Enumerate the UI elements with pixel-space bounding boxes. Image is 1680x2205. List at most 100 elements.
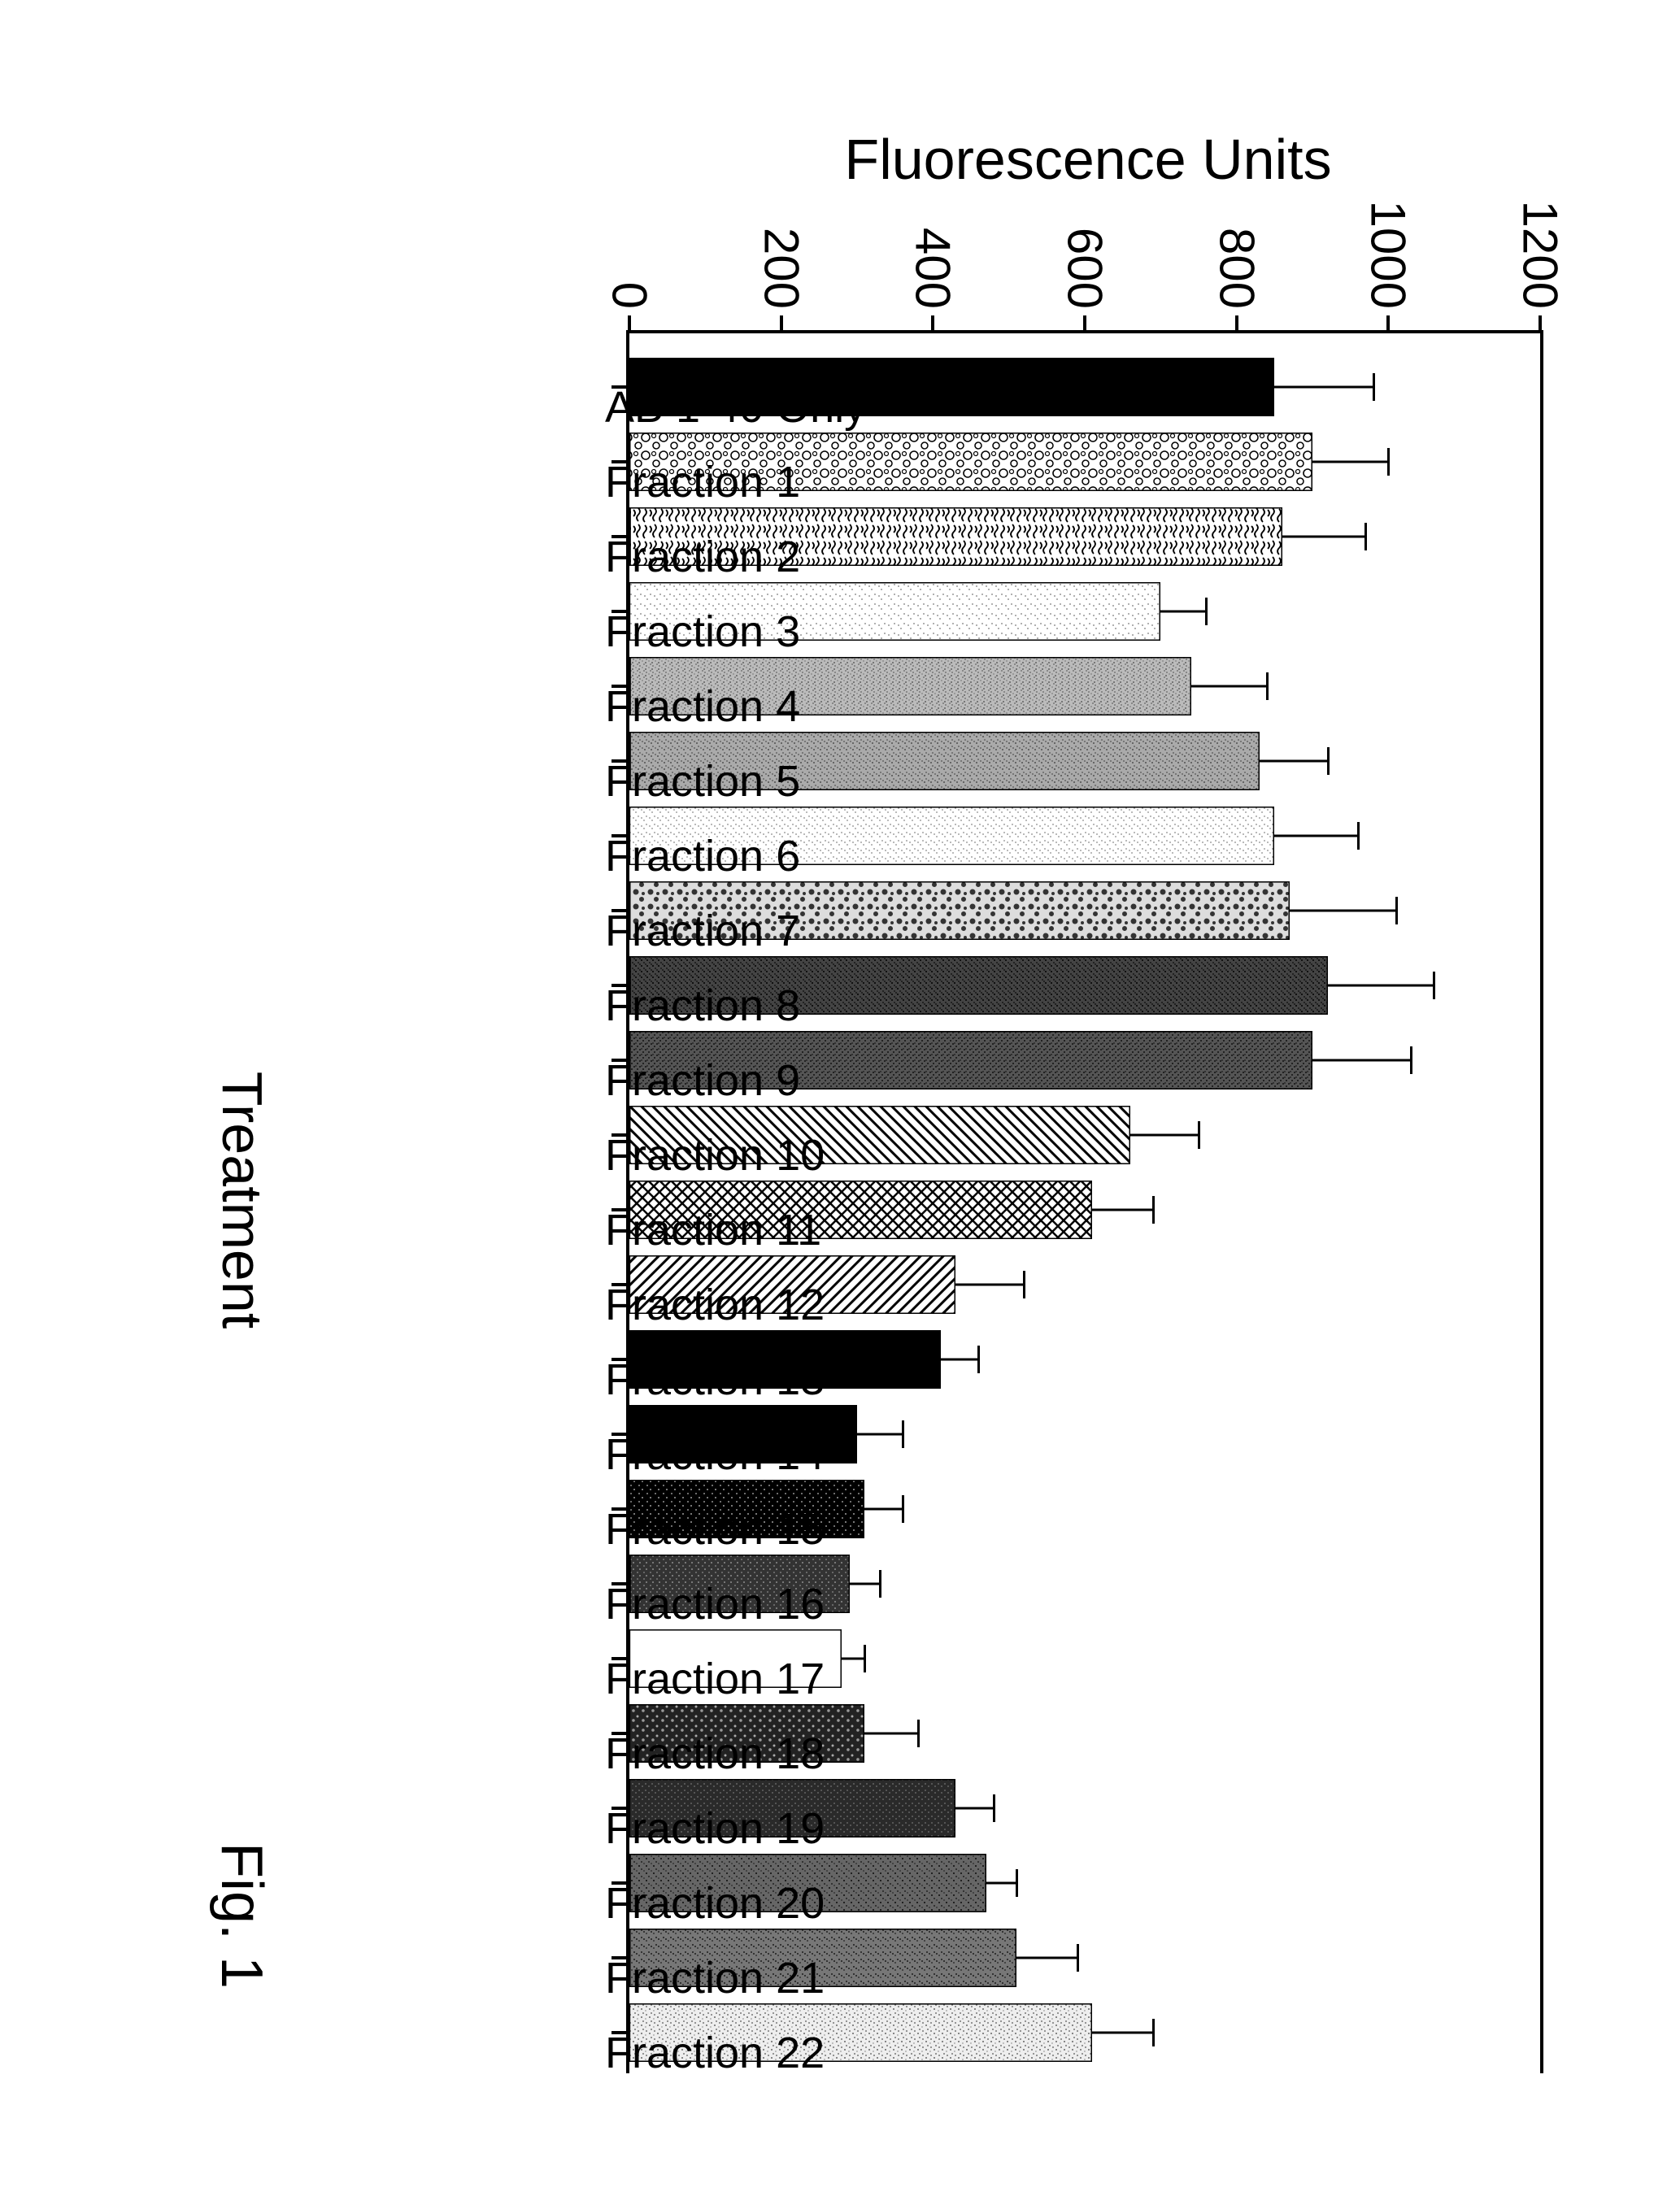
y-axis-title: Fluorescence Units (844, 127, 1331, 192)
x-tick-label: Fraction 21 (605, 1953, 825, 2003)
error-cap (917, 1720, 920, 1747)
error-cap (1395, 897, 1398, 924)
bar-slot: Fraction 21 (629, 1929, 1540, 1987)
error-cap (1357, 822, 1360, 850)
error-cap (1152, 2019, 1155, 2046)
x-tick-label: Fraction 2 (605, 532, 800, 582)
error-bar (941, 1359, 979, 1361)
error-cap (1433, 972, 1435, 999)
bar-slot: Fraction 18 (629, 1704, 1540, 1763)
y-tick (931, 315, 934, 333)
x-tick-label: Fraction 16 (605, 1579, 825, 1629)
bar-slot: Fraction 3 (629, 582, 1540, 641)
error-bar (857, 1433, 903, 1436)
y-tick (628, 315, 631, 333)
error-bar (1016, 1957, 1077, 1959)
error-bar (850, 1583, 880, 1585)
error-cap (1364, 523, 1367, 550)
y-tick-label: 400 (905, 228, 961, 309)
error-bar (1312, 1059, 1411, 1062)
bar-slot: Fraction 5 (629, 732, 1540, 790)
error-bar (1290, 910, 1396, 912)
x-tick-label: Fraction 6 (605, 831, 800, 881)
x-tick-label: Fraction 4 (605, 681, 800, 732)
error-bar (1191, 685, 1267, 688)
bar-slot: Fraction 8 (629, 956, 1540, 1015)
error-cap (1266, 672, 1269, 700)
error-bar (1328, 985, 1434, 987)
x-axis-title: Treatment (210, 1072, 275, 1329)
x-tick-label: Fraction 10 (605, 1130, 825, 1181)
y-tick-label: 200 (753, 228, 809, 309)
x-tick-label: Fraction 14 (605, 1429, 825, 1480)
error-cap (993, 1794, 995, 1822)
error-cap (1152, 1196, 1155, 1224)
x-tick-label: Fraction 3 (605, 607, 800, 657)
bar-slot: Fraction 9 (629, 1031, 1540, 1089)
bar-slot: Fraction 7 (629, 881, 1540, 940)
error-cap (1410, 1046, 1412, 1074)
x-tick-label: Fraction 20 (605, 1878, 825, 1929)
x-tick-label: Fraction 18 (605, 1729, 825, 1779)
error-bar (864, 1508, 903, 1511)
bar-slot: Fraction 2 (629, 507, 1540, 566)
error-cap (879, 1570, 881, 1598)
bar-slot: Fraction 10 (629, 1106, 1540, 1164)
x-tick-label: Fraction 8 (605, 981, 800, 1031)
bar-slot: Fraction 11 (629, 1181, 1540, 1239)
error-cap (1198, 1121, 1200, 1149)
plot-area: 020040060080010001200AB 1-40 OnlyFractio… (626, 330, 1543, 2073)
error-cap (902, 1420, 904, 1448)
bar-slot: Fraction 1 (629, 433, 1540, 491)
error-bar (1092, 1209, 1153, 1211)
error-bar (864, 1733, 917, 1735)
error-cap (1205, 598, 1208, 625)
bar-slot: Fraction 13 (629, 1330, 1540, 1389)
y-tick-label: 600 (1057, 228, 1113, 309)
bar-slot: AB 1-40 Only (629, 358, 1540, 416)
x-tick-label: Fraction 19 (605, 1803, 825, 1854)
y-tick (1539, 315, 1542, 333)
figure-label: Fig. 1 (208, 1842, 275, 1989)
bar-slot: Fraction 12 (629, 1255, 1540, 1314)
chart-container: 020040060080010001200AB 1-40 OnlyFractio… (88, 86, 1592, 2119)
error-bar (986, 1882, 1016, 1885)
x-tick-label: Fraction 12 (605, 1280, 825, 1330)
bar-slot: Fraction 6 (629, 807, 1540, 865)
bar-slot: Fraction 14 (629, 1405, 1540, 1463)
y-tick-label: 1000 (1360, 201, 1417, 309)
y-tick-label: 1200 (1512, 201, 1569, 309)
error-cap (1077, 1944, 1079, 1972)
error-bar (1092, 2032, 1153, 2034)
error-bar (1260, 760, 1328, 763)
bar-slot: Fraction 4 (629, 657, 1540, 715)
error-cap (1327, 747, 1330, 775)
y-tick (1083, 315, 1086, 333)
error-bar (1312, 461, 1388, 463)
error-bar (1274, 386, 1373, 389)
x-tick-label: Fraction 7 (605, 906, 800, 956)
page: 020040060080010001200AB 1-40 OnlyFractio… (0, 0, 1680, 2205)
error-bar (1274, 835, 1358, 837)
x-tick-label: Fraction 15 (605, 1504, 825, 1555)
error-cap (864, 1645, 866, 1672)
error-cap (1016, 1869, 1018, 1897)
error-bar (1130, 1134, 1199, 1137)
error-cap (1387, 448, 1390, 476)
error-bar (1160, 611, 1206, 613)
y-tick-label: 0 (602, 282, 658, 309)
error-cap (1023, 1271, 1025, 1298)
bar-slot: Fraction 15 (629, 1480, 1540, 1538)
error-bar (1282, 536, 1366, 538)
bar-slot: Fraction 19 (629, 1779, 1540, 1838)
x-tick-label: AB 1-40 Only (605, 382, 866, 433)
x-tick-label: Fraction 5 (605, 756, 800, 807)
x-tick-label: Fraction 11 (605, 1205, 821, 1255)
error-cap (977, 1346, 980, 1373)
bar-slot: Fraction 16 (629, 1555, 1540, 1613)
y-tick (1235, 315, 1238, 333)
x-tick-label: Fraction 9 (605, 1055, 800, 1106)
error-cap (1373, 373, 1375, 401)
chart: 020040060080010001200AB 1-40 OnlyFractio… (88, 86, 1592, 2119)
error-cap (902, 1495, 904, 1523)
